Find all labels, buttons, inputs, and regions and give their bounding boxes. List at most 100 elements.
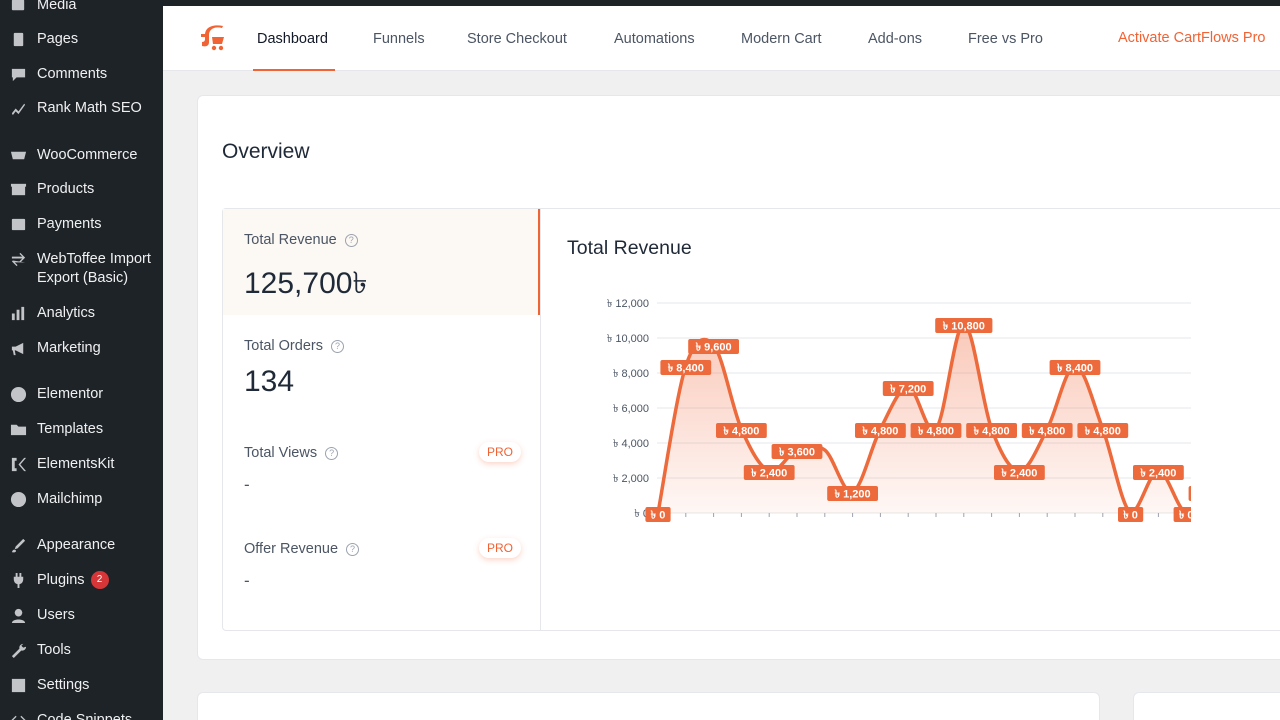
sidebar-item-label: WebToffee Import Export (Basic) — [37, 251, 151, 286]
data-label-bg — [1133, 465, 1184, 480]
revenue-chart: ৳ 0 ৳ 2,000 ৳ 4,000 ৳ 6,000 ৳ 8,000 ৳ 10,000 ৳… — [607, 298, 1191, 522]
sidebar-item-analytics[interactable]: Analytics — [0, 304, 163, 323]
sidebar-item-label: Media — [37, 0, 77, 13]
stat-value: 134 — [244, 365, 295, 398]
overview-card: Overview Total Revenue? 125,700৳ Total O… — [197, 95, 1280, 660]
sidebar-item-media[interactable]: Media — [0, 0, 163, 15]
comments-icon — [8, 65, 28, 84]
pro-badge[interactable]: PRO — [479, 538, 522, 558]
cartflows-logo-icon[interactable] — [198, 25, 228, 53]
pro-badge[interactable]: PRO — [479, 442, 522, 462]
data-label: ৳ 8,400 — [1057, 363, 1093, 375]
media-icon — [8, 0, 28, 15]
data-label: ৳ 3,600 — [779, 447, 815, 459]
sidebar-item-tools[interactable]: Tools — [0, 641, 163, 660]
users-icon — [8, 606, 28, 625]
stat-total-revenue[interactable]: Total Revenue? 125,700৳ — [223, 209, 540, 315]
overview-title: Overview — [222, 140, 310, 163]
sidebar-item-woocommerce[interactable]: WooCommerce — [0, 146, 163, 165]
sidebar-item-comments[interactable]: Comments — [0, 65, 163, 84]
data-label: ৳ 0 — [651, 510, 666, 522]
sidebar-item-settings[interactable]: Settings — [0, 676, 163, 695]
nav-free-vs-pro[interactable]: Free vs Pro — [968, 31, 1043, 47]
data-label-bg — [1077, 423, 1129, 438]
y-tick-label: ৳ 10,000 — [607, 333, 649, 345]
tertiary-card — [1133, 692, 1280, 720]
sidebar-item-appearance[interactable]: Appearance — [0, 536, 163, 555]
rank-math-icon — [8, 99, 28, 118]
nav-funnels[interactable]: Funnels — [373, 31, 425, 47]
data-label-bg — [1049, 360, 1101, 375]
stat-total-views[interactable]: Total Views? PRO - — [223, 421, 540, 517]
sidebar-item-marketing[interactable]: Marketing — [0, 339, 163, 358]
data-label-bg — [660, 360, 712, 375]
mailchimp-icon — [8, 490, 28, 509]
data-label-bg — [1188, 486, 1191, 501]
cartflows-header: Dashboard Funnels Store Checkout Automat… — [163, 6, 1280, 71]
nav-modern-cart[interactable]: Modern Cart — [741, 31, 822, 47]
sidebar-item-rank-math-seo[interactable]: Rank Math SEO — [0, 99, 163, 118]
nav-dashboard[interactable]: Dashboard — [257, 31, 328, 47]
sidebar-item-label: Tools — [37, 642, 71, 658]
data-label-bg — [645, 507, 671, 522]
sidebar-item-webtoffee-import-export-basic[interactable]: WebToffee Import Export (Basic) — [0, 250, 163, 288]
y-tick-label: ৳ 12,000 — [607, 298, 649, 310]
sidebar-item-label: Code Snippets — [37, 712, 133, 720]
y-tick-label: ৳ 6,000 — [613, 403, 649, 415]
data-label: ৳ 8,400 — [668, 363, 704, 375]
plugins-icon — [8, 571, 28, 590]
data-label-bg — [855, 423, 906, 438]
stat-label: Total Views — [244, 445, 318, 461]
help-icon[interactable]: ? — [325, 446, 339, 460]
sidebar-item-pages[interactable]: Pages — [0, 30, 163, 49]
sidebar-item-label: Analytics — [37, 305, 96, 321]
sidebar-item-products[interactable]: Products — [0, 180, 163, 199]
data-label: ৳ 2,400 — [1140, 468, 1176, 480]
products-icon — [8, 180, 28, 199]
sidebar-item-templates[interactable]: Templates — [0, 420, 163, 439]
sidebar-item-label: Plugins — [37, 572, 85, 588]
data-label: ৳ 7,200 — [890, 384, 926, 396]
sidebar-item-elementskit[interactable]: ElementsKit — [0, 455, 163, 474]
active-tab-indicator — [253, 69, 335, 71]
sidebar-item-label: ElementsKit — [37, 456, 115, 472]
nav-add-ons[interactable]: Add-ons — [868, 31, 923, 47]
payments-icon — [8, 215, 28, 234]
sidebar-item-label: Mailchimp — [37, 491, 103, 507]
code-snippets-icon — [8, 711, 28, 720]
sidebar-item-payments[interactable]: Payments — [0, 215, 163, 234]
nav-store-checkout[interactable]: Store Checkout — [467, 31, 567, 47]
data-label: ৳ 4,800 — [862, 426, 898, 438]
tools-icon — [8, 641, 28, 660]
help-icon[interactable]: ? — [346, 542, 360, 556]
elementskit-icon — [8, 455, 28, 474]
stat-offer-revenue[interactable]: Offer Revenue? PRO - — [223, 517, 540, 613]
activate-pro-link[interactable]: Activate CartFlows Pro — [1118, 30, 1266, 46]
help-icon[interactable]: ? — [330, 339, 344, 353]
data-label: ৳ 4,800 — [974, 426, 1010, 438]
data-label-bg — [827, 486, 878, 501]
admin-bar — [163, 0, 1280, 6]
sidebar-item-mailchimp[interactable]: Mailchimp — [0, 490, 163, 509]
sidebar-item-code-snippets[interactable]: Code Snippets — [0, 711, 163, 720]
sidebar-item-elementor[interactable]: Elementor — [0, 385, 163, 404]
marketing-icon — [8, 339, 28, 358]
pages-icon — [8, 30, 28, 49]
stat-total-orders[interactable]: Total Orders? 134 — [223, 315, 540, 421]
stat-value: - — [244, 475, 250, 494]
stat-label: Total Revenue — [244, 232, 337, 248]
sidebar-item-label: Users — [37, 607, 75, 623]
sidebar-item-plugins[interactable]: Plugins 2 — [0, 571, 163, 590]
sidebar-item-label: Templates — [37, 421, 104, 437]
sidebar-item-label: Pages — [37, 31, 79, 47]
data-label-bg — [771, 444, 823, 459]
data-label: ৳ 2,400 — [751, 468, 787, 480]
data-label-bg — [716, 423, 767, 438]
stat-value: - — [244, 571, 250, 590]
data-label: ৳ 4,800 — [918, 426, 954, 438]
nav-automations[interactable]: Automations — [614, 31, 695, 47]
help-icon[interactable]: ? — [344, 233, 358, 247]
stat-label: Total Orders — [244, 338, 323, 354]
data-label: ৳ 10,800 — [943, 321, 985, 333]
sidebar-item-users[interactable]: Users — [0, 606, 163, 625]
